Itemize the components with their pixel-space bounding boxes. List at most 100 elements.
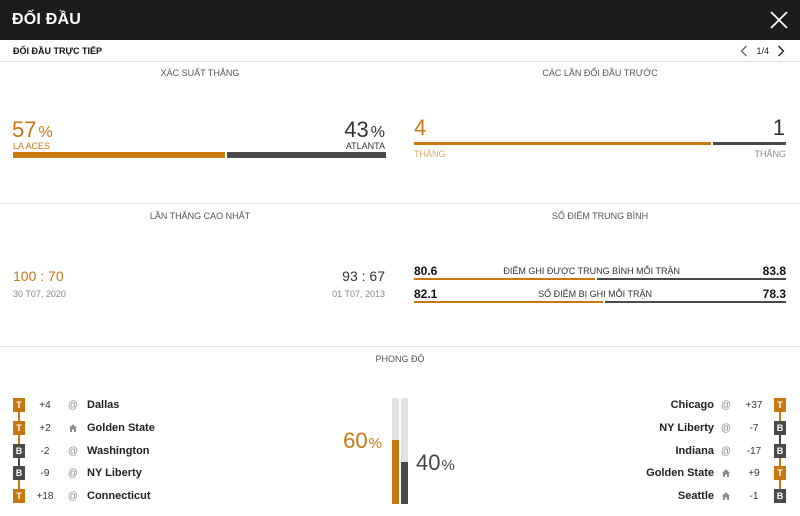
home-avg-conceded-bar <box>414 301 603 303</box>
form-connector <box>779 480 781 489</box>
away-venue-icon: @ <box>67 467 79 479</box>
form-connector <box>779 412 781 421</box>
prev-page-button[interactable] <box>737 43 751 59</box>
home-biggest-win-score: 100 : 70 <box>13 268 64 284</box>
away-biggest-win-date: 01 T07, 2013 <box>332 289 385 299</box>
away-h2h-bar <box>713 142 786 145</box>
score-diff: -17 <box>746 445 762 457</box>
away-form-row[interactable]: Golden State +9 T <box>646 464 786 482</box>
opponent-name: Golden State <box>646 467 714 479</box>
away-avg-scored: 83.8 <box>762 264 786 278</box>
close-icon <box>770 11 788 29</box>
away-form-track <box>401 398 408 504</box>
home-team-name: LA ACES <box>13 141 51 151</box>
avg-scored-label: ĐIỂM GHI ĐƯỢC TRUNG BÌNH MỖI TRẬN <box>503 266 680 276</box>
home-form-row[interactable]: B -2 @ Washington <box>13 442 150 460</box>
chevron-left-icon <box>740 45 748 57</box>
home-form-row[interactable]: T +2 Golden State <box>13 419 155 437</box>
divider <box>0 203 800 204</box>
home-venue-icon <box>65 423 81 433</box>
away-biggest-win-score: 93 : 67 <box>342 268 385 284</box>
home-biggest-win-date: 30 T07, 2020 <box>13 289 66 299</box>
divider <box>0 346 800 347</box>
form-connector <box>18 412 20 421</box>
score-diff: -2 <box>40 445 50 457</box>
result-badge: T <box>774 466 786 480</box>
home-form-row[interactable]: T +4 @ Dallas <box>13 396 119 414</box>
result-badge: B <box>13 444 25 458</box>
home-win-bar <box>13 152 225 158</box>
home-form-bar <box>392 440 399 504</box>
form-connector <box>18 480 20 489</box>
score-diff: -7 <box>749 422 759 434</box>
opponent-name: Golden State <box>87 422 155 434</box>
form-connector <box>779 435 781 444</box>
form-connector <box>18 458 20 466</box>
away-form-bar <box>401 462 408 504</box>
avg-conceded-label: SỐ ĐIỂM BỊ GHI MỖI TRẬN <box>538 289 652 299</box>
win-probability-title: XÁC SUẤT THẮNG <box>160 68 240 78</box>
form-connector <box>18 435 20 444</box>
home-win-pct: 57% <box>12 117 53 142</box>
result-badge: B <box>774 421 786 435</box>
score-diff: +2 <box>39 422 51 434</box>
away-form-row[interactable]: NY Liberty @ -7 B <box>659 419 786 437</box>
away-venue-icon: @ <box>67 490 79 502</box>
home-h2h-label: THẮNG <box>414 149 446 159</box>
result-badge: B <box>774 489 786 503</box>
result-badge: T <box>13 398 25 412</box>
away-form-pct: 40% <box>416 450 455 475</box>
section-heading: ĐỐI ĐẦU TRỰC TIẾP <box>13 46 102 56</box>
next-page-button[interactable] <box>774 43 788 59</box>
home-avg-scored-bar <box>414 278 595 280</box>
home-venue-icon <box>718 491 734 501</box>
modal-title: ĐỐI ĐẦU <box>12 11 81 28</box>
opponent-name: Seattle <box>677 490 714 502</box>
away-venue-icon: @ <box>720 445 732 457</box>
opponent-name: Dallas <box>87 399 120 411</box>
score-diff: +4 <box>39 399 51 411</box>
result-badge: B <box>774 444 786 458</box>
avg-points-title: SỐ ĐIỂM TRUNG BÌNH <box>551 211 649 221</box>
away-venue-icon: @ <box>720 399 732 411</box>
page-indicator: 1/4 <box>756 46 769 56</box>
opponent-name: NY Liberty <box>87 467 142 479</box>
opponent-name: Chicago <box>670 399 714 411</box>
result-badge: T <box>13 421 25 435</box>
home-form-row[interactable]: B -9 @ NY Liberty <box>13 464 142 482</box>
result-badge: T <box>13 489 25 503</box>
score-diff: +18 <box>36 490 54 502</box>
away-win-pct: 43% <box>344 117 385 142</box>
home-form-row[interactable]: T +18 @ Connecticut <box>13 487 151 505</box>
home-h2h-wins: 4 <box>414 115 427 140</box>
away-venue-icon: @ <box>67 399 79 411</box>
home-avg-conceded: 82.1 <box>414 287 438 301</box>
home-venue-icon <box>718 468 734 478</box>
away-venue-icon: @ <box>720 422 732 434</box>
away-team-name: ATLANTA <box>345 141 385 151</box>
chevron-right-icon <box>778 45 785 57</box>
home-avg-scored: 80.6 <box>414 264 438 278</box>
away-form-row[interactable]: Indiana @ -17 B <box>675 442 786 460</box>
form-title: PHONG ĐỘ <box>375 354 425 364</box>
away-avg-conceded-bar <box>605 301 786 303</box>
score-diff: -1 <box>749 490 759 502</box>
away-venue-icon: @ <box>67 445 79 457</box>
away-h2h-wins: 1 <box>772 115 785 140</box>
score-diff: -9 <box>40 467 50 479</box>
form-connector <box>779 458 781 466</box>
away-form-row[interactable]: Seattle -1 B <box>678 487 786 505</box>
result-badge: B <box>13 466 25 480</box>
home-form-pct: 60% <box>343 428 382 453</box>
pager: 1/4 <box>737 43 788 59</box>
h2h-title: CÁC LẦN ĐỐI ĐẦU TRƯỚC <box>542 68 658 78</box>
away-form-row[interactable]: Chicago @ +37 T <box>671 396 786 414</box>
opponent-name: Washington <box>87 445 150 457</box>
away-win-bar <box>227 152 386 158</box>
score-diff: +9 <box>748 467 760 479</box>
modal-header: ĐỐI ĐẦU <box>0 0 800 40</box>
away-avg-conceded: 78.3 <box>762 287 786 301</box>
opponent-name: NY Liberty <box>659 422 714 434</box>
opponent-name: Connecticut <box>87 490 151 502</box>
close-button[interactable] <box>768 9 790 31</box>
